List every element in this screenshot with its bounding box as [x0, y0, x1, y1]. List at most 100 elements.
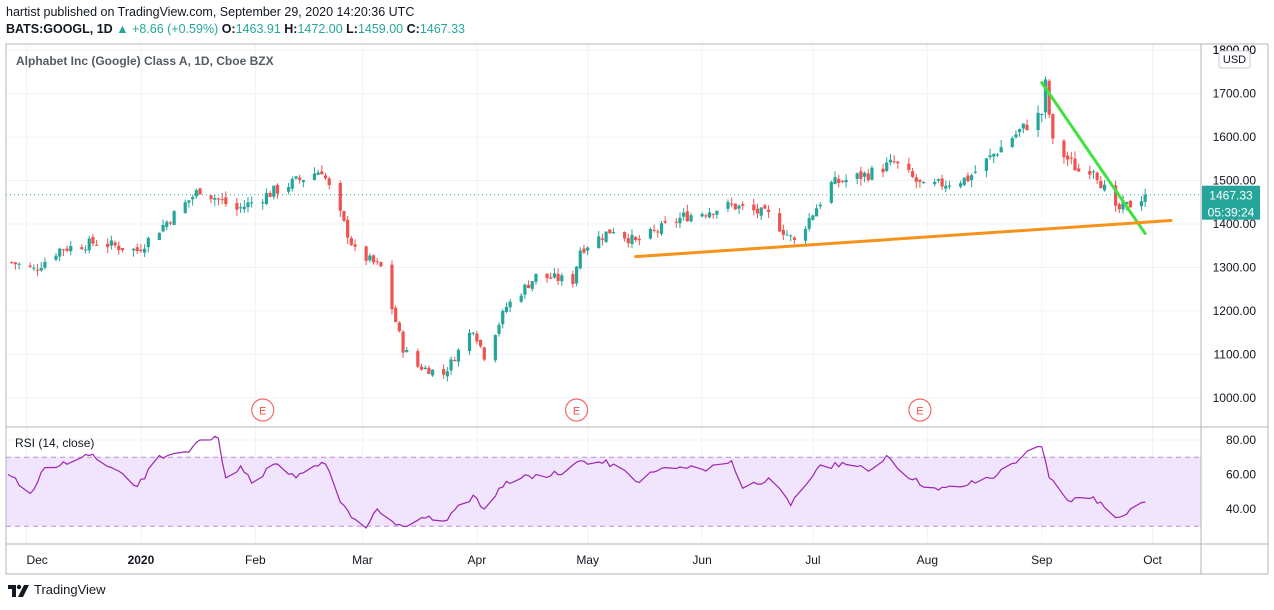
rsi-title: RSI (14, close) [15, 436, 94, 450]
orange-trendline[interactable] [634, 219, 1173, 259]
candle-body [478, 339, 483, 347]
candle [13, 261, 17, 270]
candle [157, 232, 161, 241]
candle [759, 206, 763, 221]
candle-body [1077, 168, 1081, 172]
candle-body [534, 273, 538, 282]
earnings-marker[interactable]: E [564, 398, 589, 422]
candle [312, 167, 317, 181]
candle [504, 302, 509, 314]
candle [608, 229, 612, 234]
candle [379, 261, 383, 268]
candle [862, 171, 867, 183]
candle [855, 172, 859, 185]
time-tick-label: Apr [468, 553, 487, 567]
candle [560, 273, 564, 286]
candle-body [172, 211, 176, 225]
candle-body [401, 331, 405, 353]
time-tick-label: Jun [692, 553, 711, 567]
candle-body [220, 199, 224, 201]
candle [586, 246, 590, 256]
candle [427, 365, 431, 375]
candle [781, 224, 785, 241]
earnings-marker[interactable]: E [908, 398, 932, 422]
candle-body [944, 185, 948, 189]
candle [456, 348, 461, 367]
candle-body [1021, 123, 1025, 129]
time-tick-label: 2020 [128, 553, 155, 567]
candle [161, 219, 165, 233]
candle-body [1040, 114, 1044, 116]
price-tick-label: 1000.00 [1213, 391, 1257, 405]
candle [168, 221, 173, 226]
candle-body [58, 248, 62, 257]
candle [888, 153, 893, 166]
last-price-badge: 1467.33 05:39:24 [1202, 185, 1260, 220]
time-axis[interactable]: Dec 2020 Feb Mar Apr May Jun Jul Aug Sep Oct [26, 553, 1162, 567]
candle-body [423, 367, 427, 370]
candle [275, 183, 280, 199]
price-tick-label: 1700.00 [1213, 87, 1257, 101]
candle [264, 188, 269, 206]
candle-body [368, 255, 372, 261]
candle-body [685, 211, 689, 222]
tradingview-logo[interactable]: TradingView [8, 582, 106, 597]
earnings-label: E [573, 406, 580, 418]
candle [368, 253, 372, 263]
candle-body [789, 235, 793, 237]
candle [43, 257, 47, 270]
candle [327, 176, 331, 190]
candle [191, 194, 195, 206]
candle-body [818, 204, 822, 207]
candle [445, 367, 449, 382]
candle-body [139, 249, 143, 252]
candle [755, 203, 760, 219]
earnings-marker[interactable]: E [251, 398, 275, 422]
candle [1117, 202, 1121, 214]
price-axis[interactable]: 1800.001700.001600.001500.001400.001300.… [1213, 43, 1257, 405]
trendlines[interactable] [634, 81, 1173, 259]
candle-body [1121, 202, 1125, 210]
time-tick-label: Aug [917, 553, 938, 567]
candle [109, 235, 113, 250]
candle-body [1139, 201, 1144, 207]
candle-body [120, 248, 125, 251]
currency-badge[interactable]: USD [1218, 50, 1251, 69]
candle [342, 210, 346, 223]
candle [475, 330, 479, 345]
candle [752, 198, 756, 216]
candle-body [1062, 140, 1066, 158]
candle-body [634, 236, 638, 240]
candle [556, 268, 560, 286]
candle-body [1117, 204, 1121, 210]
candle-body [320, 171, 324, 175]
candle [394, 305, 398, 323]
time-tick-label: Jul [805, 553, 820, 567]
candle [83, 245, 88, 254]
candle-body [992, 153, 996, 157]
candle [685, 204, 689, 222]
candle-body [65, 248, 69, 251]
candle-body [918, 179, 922, 182]
candle-body [209, 195, 213, 200]
candle-body [682, 212, 686, 217]
candle [250, 196, 254, 208]
rsi-tick-label: 60.00 [1226, 468, 1256, 482]
candle [711, 213, 715, 219]
candle-body [290, 178, 294, 189]
candle-body [881, 168, 885, 173]
candle [113, 240, 117, 248]
candle-body [349, 238, 353, 245]
candle [600, 233, 605, 246]
candle [936, 178, 940, 183]
candle [87, 235, 91, 254]
rsi-axis: 80.00 60.00 40.00 [1226, 433, 1256, 516]
candle [165, 220, 169, 231]
candle-body [630, 234, 634, 244]
candle-body [766, 209, 771, 212]
candle-body [342, 211, 346, 221]
green-trendline[interactable] [1040, 81, 1147, 236]
candle-body [95, 244, 99, 246]
